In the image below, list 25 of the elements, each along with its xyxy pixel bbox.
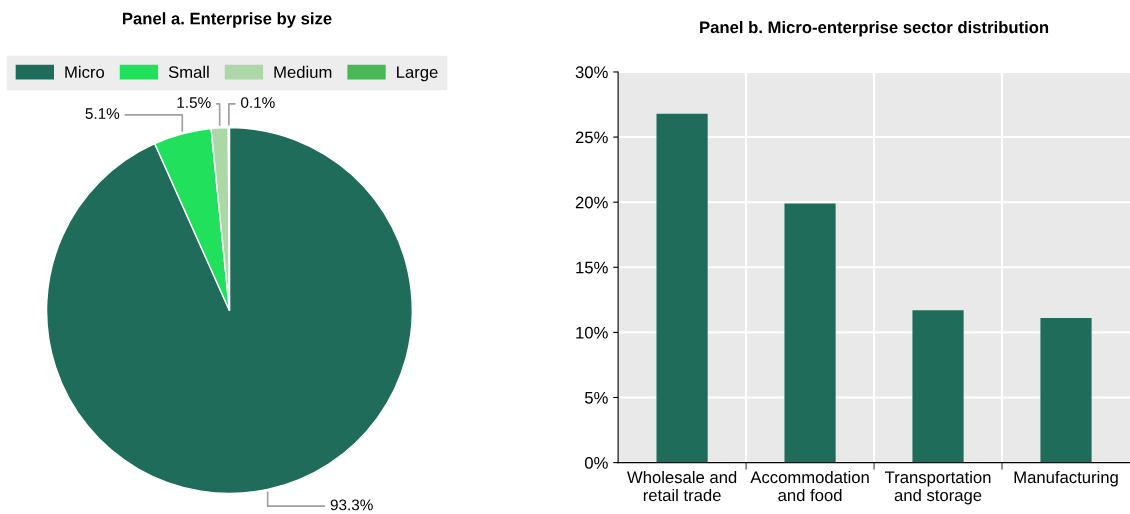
y-tick-label: 0%: [584, 457, 608, 469]
chart-title: Panel a. Enterprise by size: [122, 12, 332, 28]
data-label: 1.5%: [177, 97, 211, 108]
x-tick-label: Accommodation and food: [750, 470, 869, 502]
bar: [912, 310, 964, 463]
y-tick-label: 20%: [575, 196, 608, 209]
legend-label: Large: [397, 66, 438, 82]
y-tick-label: 25%: [575, 131, 608, 144]
data-label: 93.3%: [330, 499, 373, 511]
bar: [656, 113, 708, 463]
data-label: 0.1%: [241, 97, 275, 108]
x-tick-label: Transportation and storage: [885, 470, 991, 505]
legend-label: Small: [168, 65, 209, 79]
bar: [784, 203, 836, 463]
y-tick-label: 15%: [576, 261, 608, 274]
chart-title: Panel b. Micro-enterprise sector distribution: [700, 20, 1049, 37]
y-tick-label: 10%: [576, 326, 608, 339]
y-tick-label: 30%: [575, 66, 608, 79]
bar: [1040, 318, 1092, 463]
data-label: 5.1%: [85, 108, 120, 119]
x-tick-label: Manufacturing: [1014, 470, 1118, 487]
legend-label: Medium: [274, 65, 332, 79]
x-tick-label: Wholesale and retail trade: [627, 470, 737, 502]
legend-label: Micro: [65, 65, 105, 79]
y-tick-label: 5%: [584, 391, 608, 404]
